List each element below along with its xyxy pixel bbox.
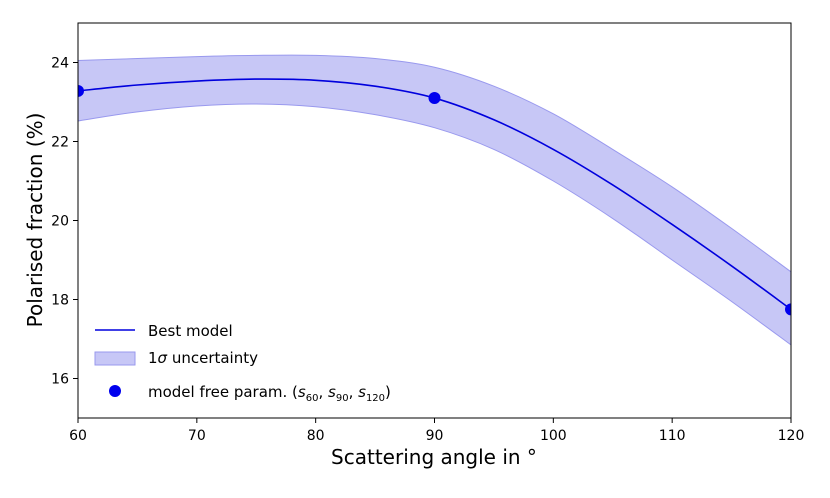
y-axis-title: Polarised fraction (%) — [23, 113, 47, 328]
legend-point-swatch — [109, 385, 121, 397]
x-tick-label: 100 — [540, 428, 567, 444]
model-free-param-point — [785, 303, 791, 316]
legend-sep-1: , — [318, 383, 328, 401]
y-tick-label: 24 — [51, 56, 69, 72]
legend: Best model 1σ uncertainty model free par… — [94, 322, 391, 404]
x-tick-label: 120 — [778, 428, 805, 444]
x-tick-label: 70 — [188, 428, 206, 444]
legend-s90-sub: 90 — [336, 393, 349, 404]
x-axis-title: Scattering angle in ° — [331, 445, 537, 469]
best-model-line — [78, 78, 791, 311]
legend-sep-2: , — [349, 383, 359, 401]
x-tick-label: 110 — [659, 428, 686, 444]
legend-band-label: 1σ uncertainty — [148, 349, 258, 367]
legend-s60-sub: 60 — [306, 393, 319, 404]
legend-s120-sub: 120 — [366, 393, 385, 404]
y-tick-label: 18 — [51, 293, 69, 309]
x-axis-ticks: 60 70 80 90 100 110 120 — [69, 418, 804, 444]
legend-s90: s — [328, 383, 336, 401]
legend-band-swatch — [94, 351, 136, 366]
legend-band-label-prefix: 1 — [148, 349, 158, 367]
legend-points-suffix: ) — [385, 383, 391, 401]
legend-points-label: model free param. (s60, s90, s120) — [148, 383, 391, 404]
legend-line-label: Best model — [148, 322, 233, 340]
legend-band-label-sigma: σ — [158, 349, 168, 367]
legend-s60: s — [298, 383, 306, 401]
model-line-layer — [78, 78, 791, 311]
y-tick-label: 16 — [51, 372, 69, 388]
y-axis-ticks: 16 18 20 22 24 — [51, 56, 78, 388]
legend-points-prefix: model free param. ( — [148, 383, 298, 401]
model-free-param-point — [428, 92, 441, 105]
x-tick-label: 90 — [426, 428, 444, 444]
legend-band-label-suffix: uncertainty — [167, 349, 258, 367]
points-layer — [78, 84, 791, 316]
x-tick-label: 60 — [69, 428, 87, 444]
legend-s120: s — [358, 383, 366, 401]
model-free-param-point — [78, 84, 84, 97]
y-tick-label: 22 — [51, 135, 69, 151]
y-tick-label: 20 — [51, 214, 69, 230]
x-tick-label: 80 — [307, 428, 325, 444]
